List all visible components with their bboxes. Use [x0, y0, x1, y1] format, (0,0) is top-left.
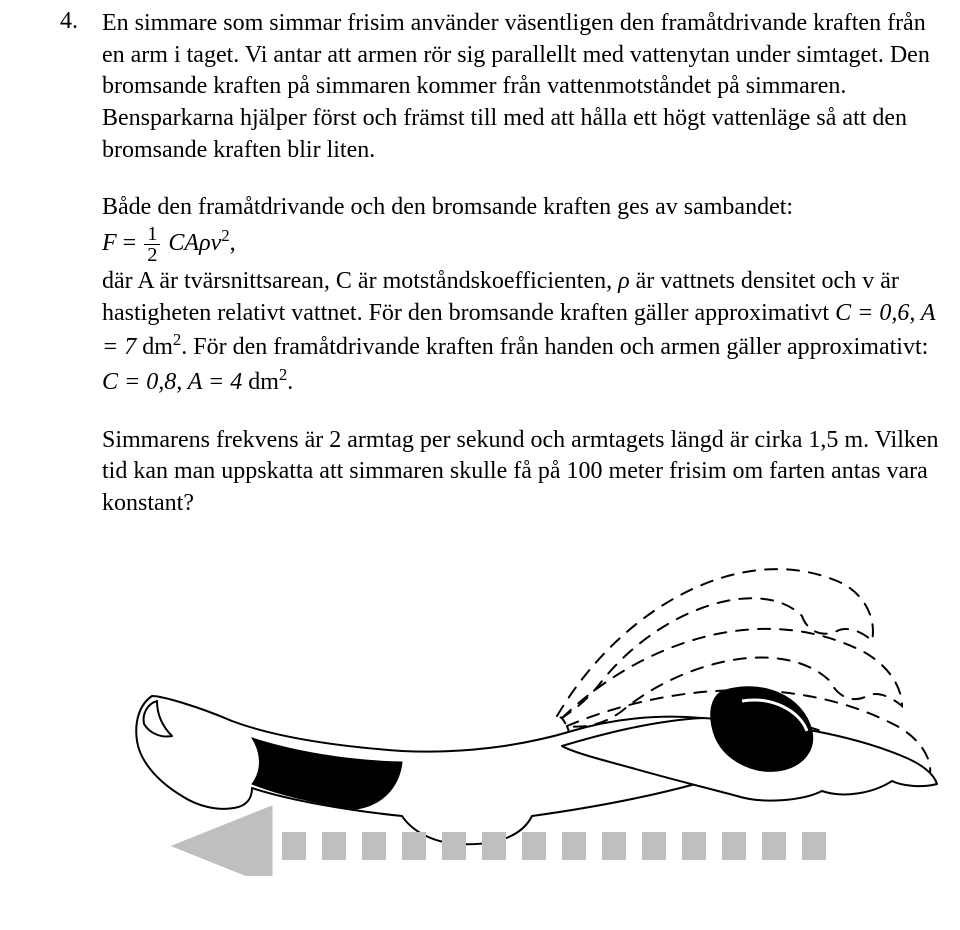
sq-2: 2 [279, 365, 287, 384]
p2-after-a: där A är tvärsnittsarean, C är motstånds… [102, 268, 618, 294]
formula-exp: 2 [221, 226, 229, 245]
swimmer-figure [102, 546, 942, 886]
formula-frac-n: 1 [144, 224, 160, 245]
paragraph-3: Simmarens frekvens är 2 armtag per sekun… [102, 425, 942, 520]
formula-frac-d: 2 [144, 245, 160, 265]
formula-rest: CAρv [168, 230, 221, 256]
paragraph-1: En simmare som simmar frisim använder vä… [102, 8, 942, 166]
formula-frac: 1 2 [144, 224, 160, 266]
question-number: 4. [60, 8, 102, 35]
drive-CA: C = 0,8, A = 4 [102, 369, 242, 395]
rho: ρ [618, 268, 630, 294]
sq-1: 2 [173, 330, 181, 349]
formula-comma: , [230, 230, 236, 256]
unit-dm2-2: dm [242, 369, 279, 395]
formula-F: F [102, 230, 117, 256]
p2-intro: Både den framåtdrivande och den bromsand… [102, 194, 793, 220]
p2-after-d: . [287, 369, 293, 395]
formula-eq: = [123, 230, 137, 256]
p2-after-c: . För den framåtdrivande kraften från ha… [181, 334, 928, 360]
formula: F = 1 2 CAρv2, [102, 230, 236, 256]
paragraph-2: Både den framåtdrivande och den bromsand… [102, 192, 942, 398]
question-body: En simmare som simmar frisim använder vä… [102, 8, 942, 885]
unit-dm2-1: dm [136, 334, 173, 360]
